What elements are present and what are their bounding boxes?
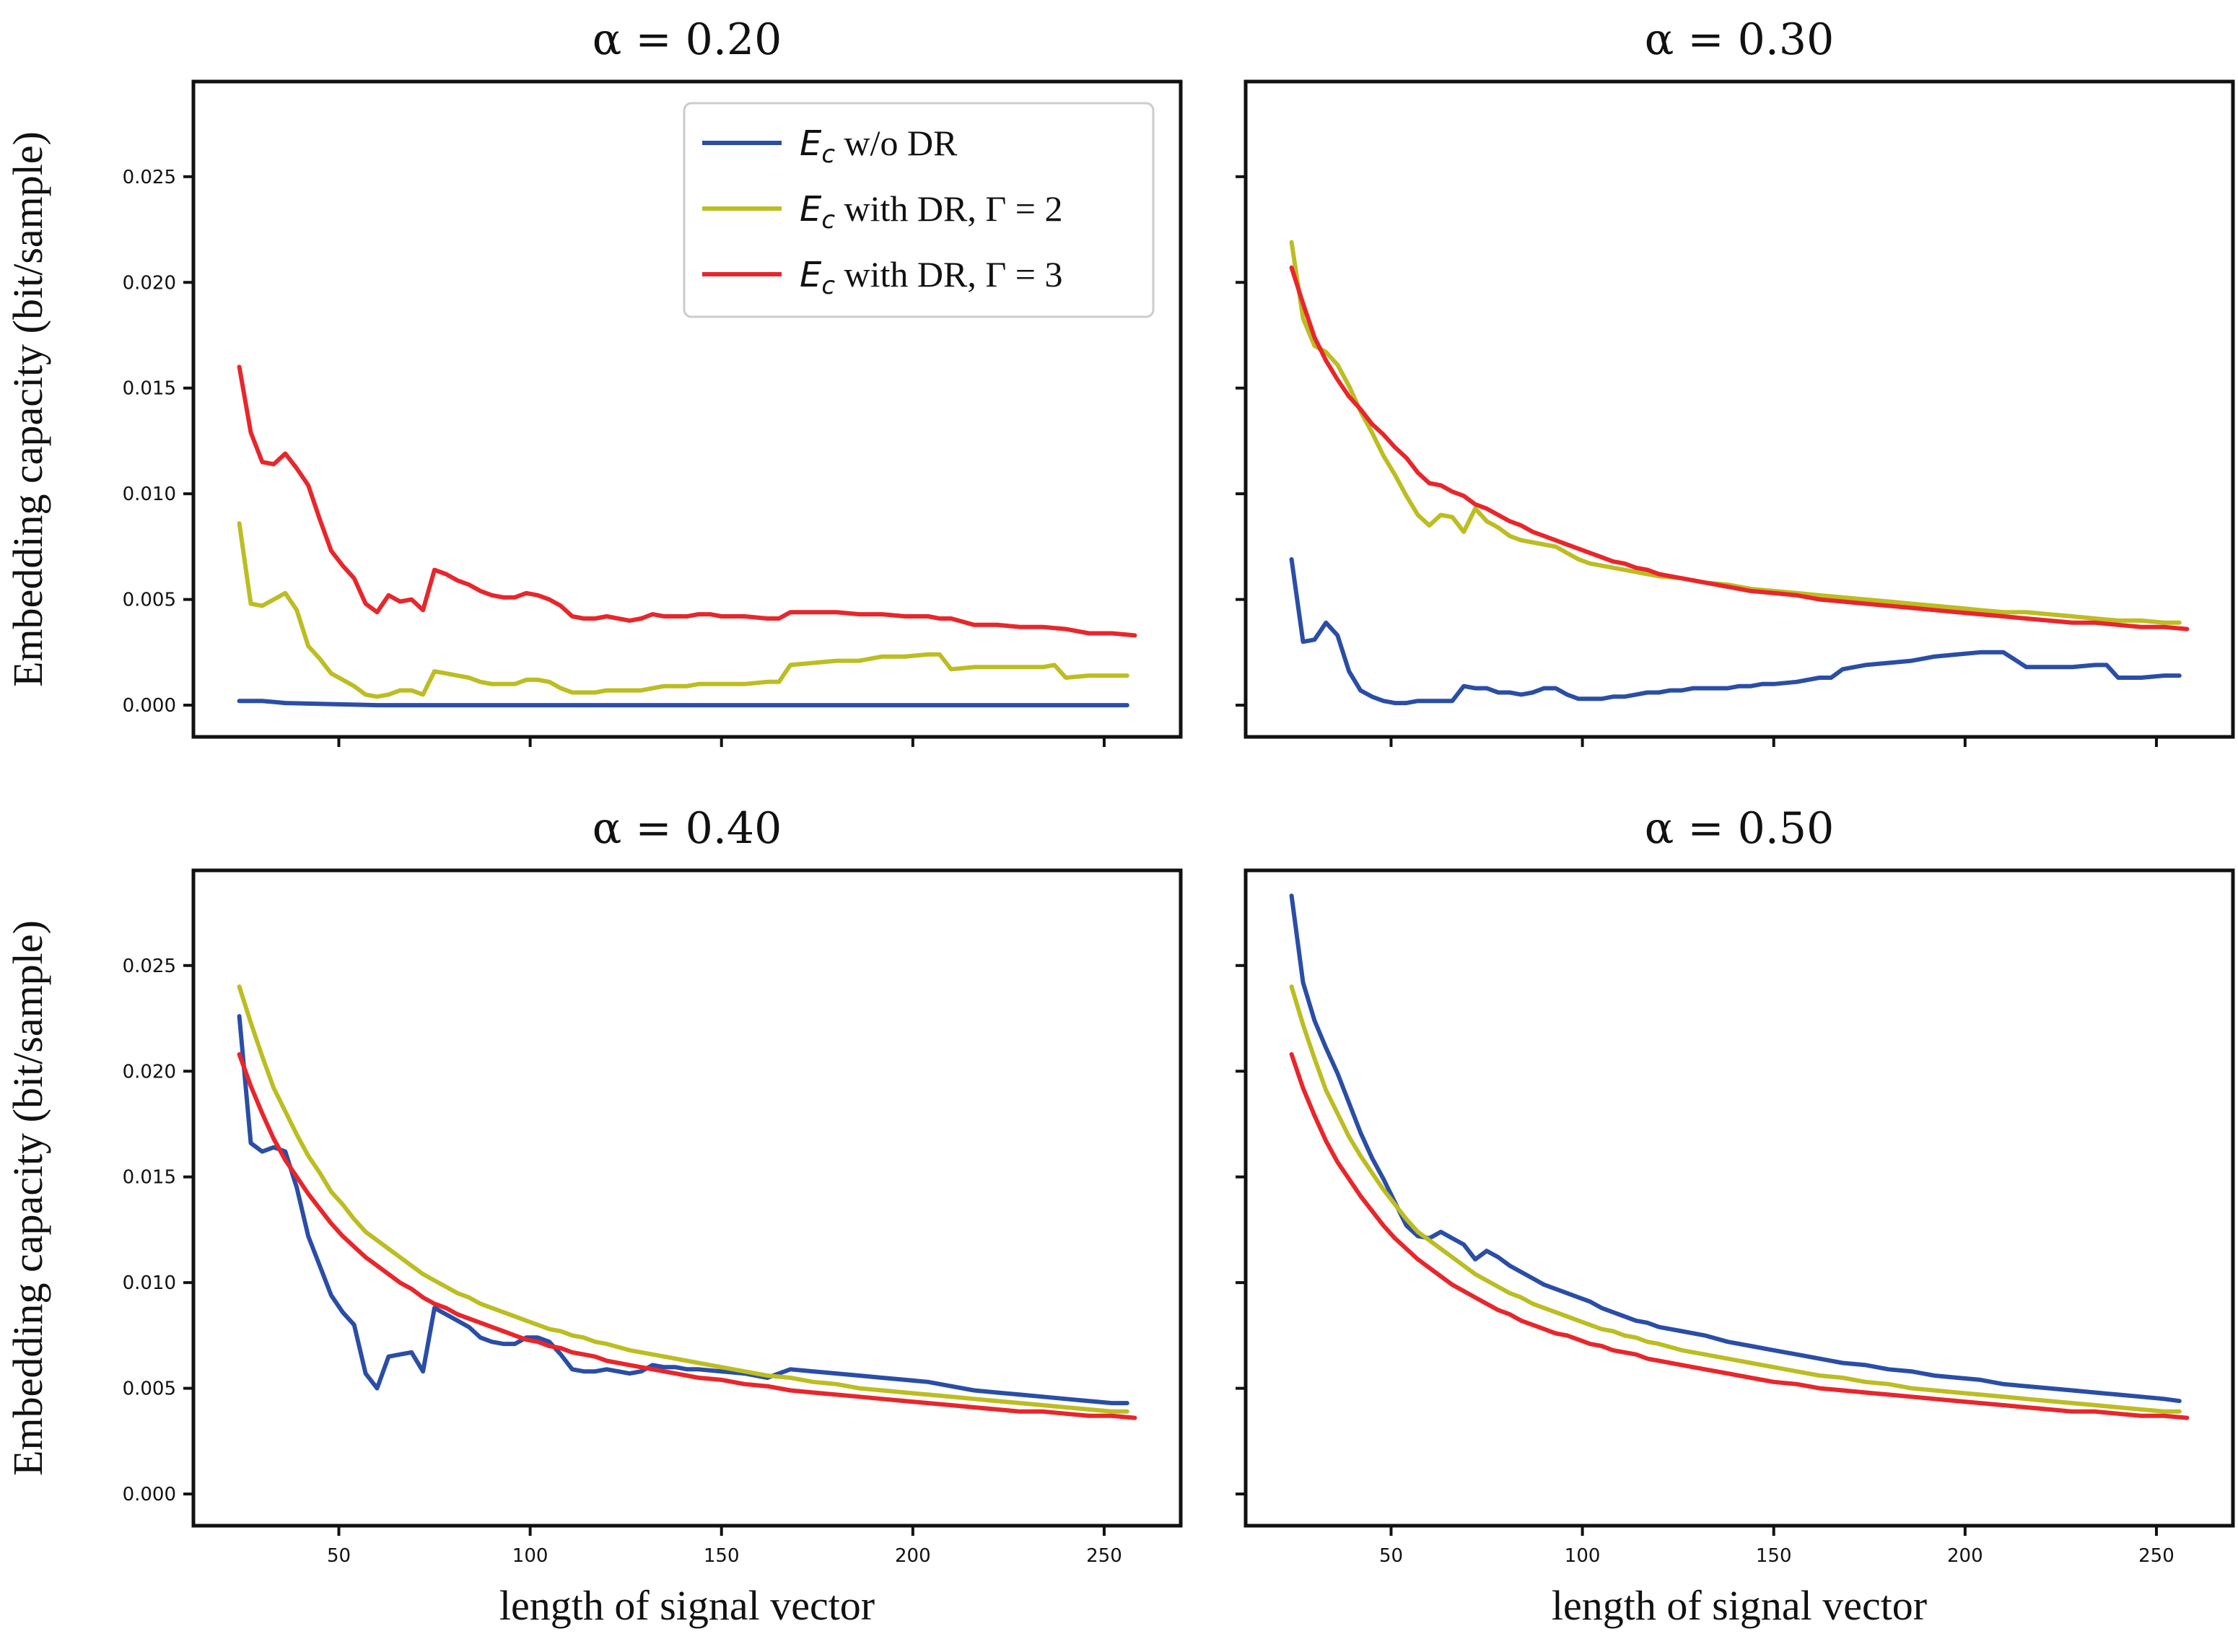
axes-frame (191, 868, 1183, 1528)
series-line-olive (237, 984, 1129, 1414)
panel-title: α = 0.20 (593, 14, 782, 65)
series-line-blue (1289, 557, 2182, 706)
panel-title: α = 0.50 (1645, 803, 1835, 854)
y-tick-label: 0.000 (123, 695, 176, 717)
legend: Ec w/o DR Ec with DR, Γ = 2 Ec with DR, Γ … (683, 102, 1155, 318)
y-tick-label: 0.010 (123, 1272, 176, 1294)
panel-1: 0.000 0.005 0.010 0.015 0.020 0.025 α = 0.20 Em… (4, 14, 1183, 747)
y-axis-label: Embedding capacity (bit/sample) (4, 920, 51, 1476)
series-group (1289, 893, 2190, 1420)
panel-3: 50 100 150 200 250 0.000 0.005 0.010 0.015 0.020 0… (4, 803, 1183, 1629)
x-tick-label: 250 (1086, 1545, 1122, 1567)
x-tick-label: 200 (895, 1545, 931, 1567)
x-tick-label: 50 (1379, 1545, 1403, 1567)
series-line-olive (1289, 240, 2182, 625)
axes-frame (1243, 79, 2235, 739)
y-tick-label: 0.000 (123, 1484, 176, 1505)
y-tick-label: 0.010 (123, 484, 176, 505)
x-tick-label: 250 (2138, 1545, 2174, 1567)
panel-title: α = 0.40 (593, 803, 782, 854)
x-axis-label: length of signal vector (1552, 1582, 1927, 1629)
panel-title: α = 0.30 (1645, 14, 1835, 65)
y-tick-label: 0.020 (123, 1061, 176, 1083)
legend-label: Ec with DR, Γ = 3 (800, 254, 1063, 300)
y-tick-label: 0.015 (123, 378, 176, 400)
series-group (237, 984, 1137, 1420)
x-tick-label: 150 (1756, 1545, 1792, 1567)
series-line-blue (237, 699, 1129, 708)
panel-2: α = 0.30 (1236, 14, 2235, 747)
series-line-red (237, 364, 1137, 638)
x-tick-label: 50 (327, 1545, 351, 1567)
legend-box (683, 102, 1155, 318)
series-line-red (237, 1052, 1137, 1420)
x-tick-label: 100 (1565, 1545, 1601, 1567)
series-line-blue (237, 1014, 1129, 1406)
axes-frame (191, 79, 1183, 739)
y-axis-label: Embedding capacity (bit/sample) (4, 131, 51, 687)
series-group (237, 364, 1137, 708)
legend-label: Ec w/o DR (800, 123, 958, 169)
y-tick-label: 0.005 (123, 1378, 176, 1400)
y-tick-label: 0.005 (123, 590, 176, 611)
series-group (1289, 240, 2190, 706)
y-tick-label: 0.025 (123, 956, 176, 977)
x-tick-label: 150 (704, 1545, 740, 1567)
series-line-olive (1289, 984, 2182, 1414)
panel-4: 50 100 150 200 250 α = 0.50 length of signal v… (1236, 803, 2235, 1629)
series-line-olive (237, 521, 1129, 699)
y-tick-label: 0.025 (123, 167, 176, 188)
y-tick-label: 0.020 (123, 272, 176, 294)
x-tick-label: 100 (512, 1545, 548, 1567)
y-tick-label: 0.015 (123, 1167, 176, 1189)
x-tick-label: 200 (1947, 1545, 1983, 1567)
series-line-red (1289, 1052, 2190, 1420)
x-axis-label: length of signal vector (499, 1582, 875, 1629)
series-line-red (1289, 265, 2190, 631)
axes-frame (1243, 868, 2235, 1528)
legend-label: Ec with DR, Γ = 2 (800, 188, 1063, 235)
